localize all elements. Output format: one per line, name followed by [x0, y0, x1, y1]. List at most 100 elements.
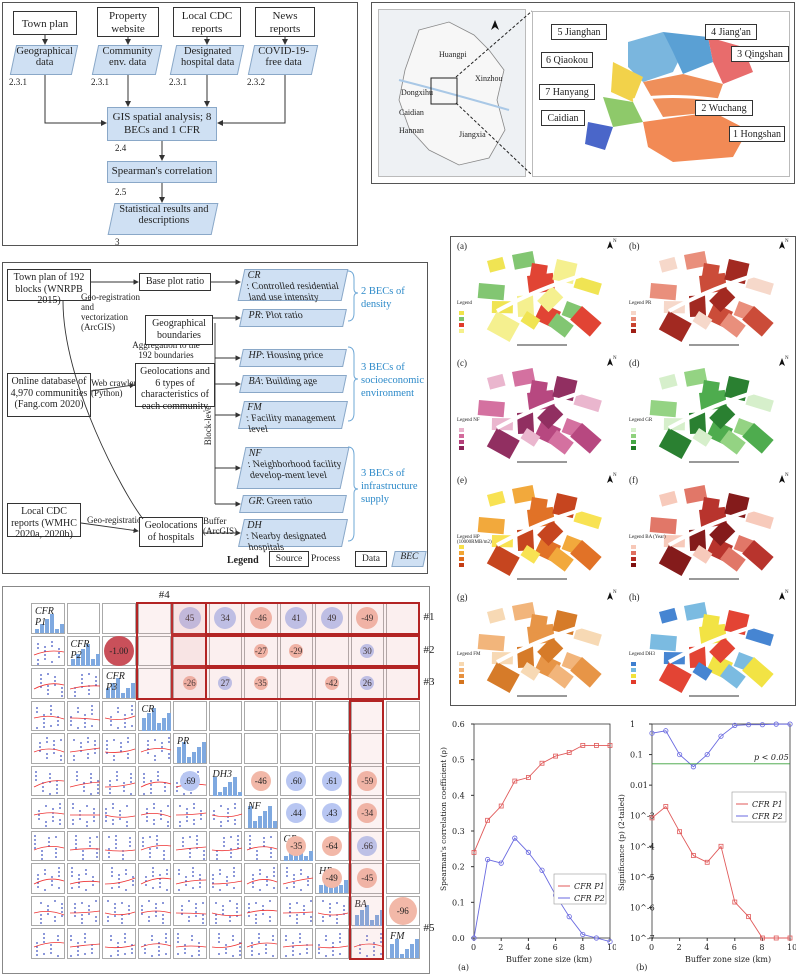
- map-label-6: (f): [629, 475, 638, 485]
- scatter-cell: [208, 928, 242, 959]
- y-tick-label: 0.5: [452, 756, 465, 765]
- map-label-2: (b): [629, 241, 640, 251]
- y-tick-label: 10^-6: [630, 903, 655, 912]
- series-marker: [746, 722, 752, 728]
- chart-a: 0 2 4 6 8 10 0.0 0.1 0.2 0.3 0.4 0.5 0.6 Buffer zone …: [440, 720, 616, 972]
- proc-geolocations: Geolocations and 6 types of characterist…: [135, 363, 215, 412]
- corr-cell: [137, 603, 171, 634]
- diag-cell: PR: [173, 733, 207, 764]
- north-arrow-icon: N: [613, 473, 617, 478]
- label-caidian: Caidian: [541, 110, 585, 126]
- overview-huangpi: Huangpi: [439, 50, 467, 59]
- band-5: [348, 699, 384, 960]
- corr-circle: -45: [357, 868, 378, 889]
- corr-circle: -46: [250, 770, 271, 791]
- series-marker: [607, 938, 613, 945]
- north-arrow-icon: N: [613, 239, 617, 244]
- diag-cell: CFR P2: [66, 635, 100, 666]
- scatter-cell: [31, 928, 65, 959]
- series-marker: [676, 751, 683, 758]
- map-panel-1: (a) Legend N: [457, 239, 623, 353]
- series-marker: [704, 751, 710, 758]
- num-2-5: 2.5: [115, 187, 127, 197]
- map-label-5: (e): [457, 475, 467, 485]
- series-marker: [787, 721, 793, 727]
- scatter-cell: [31, 668, 65, 699]
- x-tick-label: 6: [553, 943, 558, 952]
- proc-base-plot-ratio: Base plot ratio: [139, 273, 211, 291]
- maps-panel: (a) Legend N (b) Legend PR N (c) Legend NF N (…: [450, 236, 796, 706]
- diag-label: NF: [248, 801, 261, 812]
- band-2: [171, 634, 420, 667]
- legend: CFR P1 CFR P2: [553, 873, 607, 905]
- scatter-cell: [173, 863, 207, 894]
- series-marker: [663, 804, 669, 809]
- corr-cell: [350, 733, 384, 764]
- y-tick-label: 0.1: [452, 898, 465, 907]
- diag-label: DH3: [212, 768, 232, 780]
- y-tick-label: 0.6: [452, 720, 465, 729]
- series-marker: [471, 849, 477, 855]
- num-2-3-2: 2.3.2: [247, 77, 265, 87]
- scatter-cell: [137, 733, 171, 764]
- scatter-cell: [102, 798, 136, 829]
- overview-hannan: Hannan: [399, 126, 424, 135]
- spearman-correlation: Spearman's correlation: [107, 161, 217, 183]
- scatter-cell: [137, 765, 171, 796]
- scatter-cell: [137, 863, 171, 894]
- scatter-cell: [208, 798, 242, 829]
- series-line: [651, 805, 790, 939]
- corr-circle: -96: [388, 896, 417, 925]
- y-axis-label: Spearman's correlation coefficient (ρ): [440, 747, 448, 891]
- overview-dongxihu: Dongxihu: [401, 88, 433, 97]
- corr-cell: [315, 635, 349, 666]
- bec-source-cdc: Local CDC reports (WMHC 2020a, 2020b): [7, 503, 81, 540]
- overview-caidian: Caidian: [399, 108, 424, 117]
- scatter-cell: [102, 928, 136, 959]
- series-marker: [732, 722, 738, 728]
- scatter-cell: [244, 928, 278, 959]
- band-label: #3: [423, 676, 435, 688]
- series-marker: [566, 750, 572, 755]
- map-legend-1: Legend: [457, 301, 472, 306]
- num-2-3-1-b: 2.3.1: [91, 77, 109, 87]
- scatter-cell: [31, 700, 65, 731]
- plot-frame: [473, 723, 611, 939]
- district-shapes: [585, 32, 753, 162]
- corr-circle: -59: [357, 770, 378, 791]
- map-label-8: (h): [629, 592, 640, 602]
- diag-cell: DH3: [208, 765, 242, 796]
- scatter-cell: [31, 830, 65, 861]
- corr-cell: [279, 733, 313, 764]
- scatter-cell: [137, 830, 171, 861]
- series-marker: [525, 849, 532, 855]
- band-label: #2: [423, 643, 435, 656]
- corr-cell: [208, 635, 242, 666]
- corr-cell: [386, 635, 420, 666]
- series-marker: [718, 843, 724, 849]
- series-marker: [512, 778, 518, 784]
- diag-cell: CFR P1: [31, 603, 65, 634]
- overview-xinzhou: Xinzhou: [475, 74, 503, 83]
- num-3: 3: [115, 237, 120, 247]
- y-tick-label: 0.2: [452, 863, 465, 872]
- chart-b: 0 2 4 6 8 10 1 0.1 0.01 10^-3 10^-4 10^-5 10^-6 10^-7…: [618, 720, 796, 972]
- legend: CFR P1 CFR P2: [731, 791, 787, 823]
- series-marker: [773, 935, 779, 941]
- band-1: [171, 602, 420, 635]
- scatter-cell: [66, 765, 100, 796]
- band-3: [171, 667, 420, 700]
- series-marker: [746, 914, 752, 920]
- corr-circle: -46: [249, 607, 272, 630]
- source-news-reports: News reports: [255, 7, 315, 37]
- bec-source-town-plan: Town plan of 192 blocks (WNRPB 2015): [7, 269, 91, 306]
- corr-cell: [173, 700, 207, 731]
- series-marker: [498, 860, 504, 866]
- corr-cell: [244, 733, 278, 764]
- zoom-lines: [455, 10, 533, 176]
- scatter-cell: [279, 863, 313, 894]
- corr-cell: [208, 733, 242, 764]
- series-marker: [690, 764, 697, 770]
- scatter-cell: [244, 895, 278, 926]
